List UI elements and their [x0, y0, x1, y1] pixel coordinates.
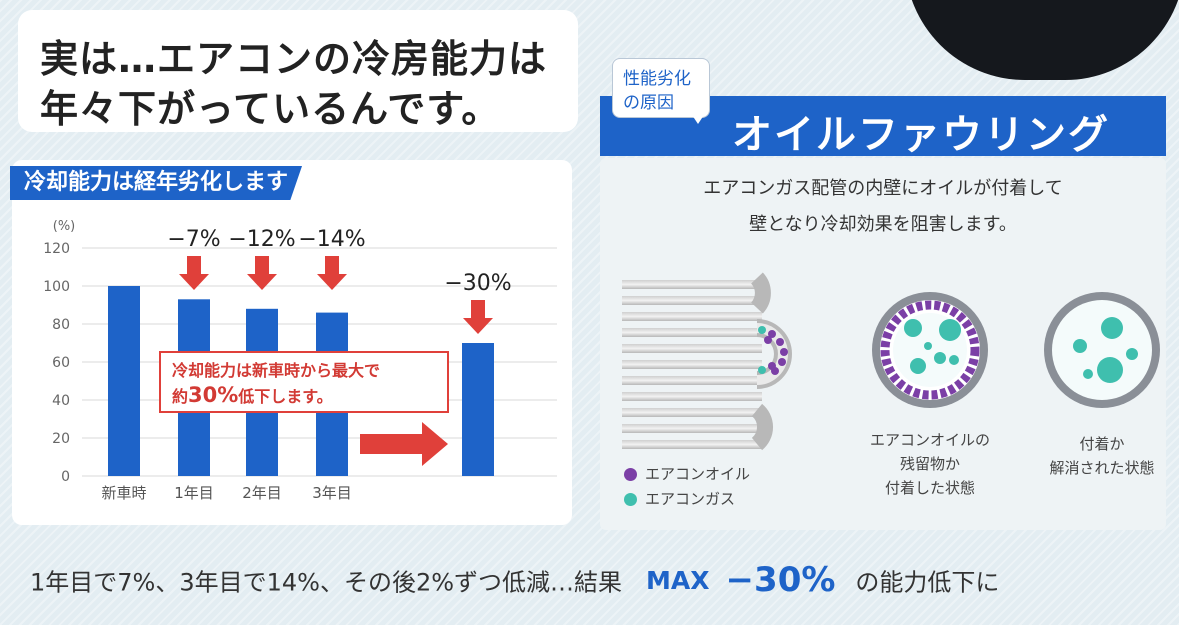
oil-particle [764, 336, 772, 344]
cause-title: オイルファウリング [732, 112, 1110, 158]
cause-description-line-2: 壁となり冷却効果を阻害します。 [749, 214, 1017, 235]
cause-bubble-line-1: 性能劣化 [623, 69, 691, 89]
x-tick-label: 1年目 [174, 484, 214, 502]
footer-text: 1年目で7%、3年目で14%、その後2%ずつ低減…結果 [30, 568, 623, 597]
down-arrow-icon [247, 256, 277, 290]
down-arrow-icon [463, 300, 493, 334]
oil-dot-icon [624, 468, 637, 481]
drop-label: −14% [298, 227, 365, 252]
bar [108, 286, 140, 476]
y-tick-label: 80 [52, 317, 70, 333]
bar [462, 343, 494, 476]
y-tick-label: 40 [52, 393, 70, 409]
cause-description-line-1: エアコンガス配管の内壁にオイルが付着して [703, 178, 1063, 199]
pipe-tube [622, 360, 762, 369]
y-tick-label: 100 [43, 279, 70, 295]
pipe-tube [622, 312, 762, 321]
chart-title: 冷却能力は経年劣化します [10, 166, 303, 200]
callout-line-2: 約30%低下します。 [172, 383, 333, 407]
footer-percent: −30% [725, 560, 836, 600]
right-arrow-icon [360, 422, 448, 466]
bubble-tail [690, 112, 706, 124]
drop-label: −7% [167, 227, 220, 252]
headline-line-1: 実は…エアコンの冷房能力は [40, 37, 548, 81]
pipe-tube [622, 376, 762, 385]
pipe-tube [622, 408, 762, 417]
down-arrow-icon [179, 256, 209, 290]
footer-summary: 1年目で7%、3年目で14%、その後2%ずつ低減…結果 MAX −30% の能力低下に [30, 560, 999, 600]
oil-particle [776, 338, 784, 346]
y-tick-label: 120 [43, 241, 70, 257]
pipe-tube [622, 296, 762, 305]
fouled-caption: エアコンオイルの 残留物か 付着した状態 [869, 431, 990, 497]
legend-gas: エアコンガス [624, 488, 735, 509]
cause-bubble: 性能劣化 の原因 [612, 58, 710, 118]
pipe-tube [622, 280, 762, 289]
headline-panel: 実は…エアコンの冷房能力は 年々下がっているんです。 [18, 10, 578, 132]
y-axis-unit: (%) [53, 219, 76, 234]
x-tick-label: 3年目 [312, 484, 352, 502]
x-tick-label: 新車時 [101, 484, 146, 502]
pipe-tube [622, 440, 762, 449]
gas-particle [758, 366, 766, 374]
pipe-illustration [622, 272, 792, 451]
gas-dot-icon [624, 493, 637, 506]
oil-particle [778, 358, 786, 366]
y-tick-label: 0 [61, 469, 70, 485]
footer-tail: の能力低下に [855, 568, 1000, 597]
down-arrow-icon [317, 256, 347, 290]
pipe-tube [622, 344, 762, 353]
pipe-tube [622, 328, 762, 337]
fouled-pipe-cross-section [872, 292, 988, 408]
cause-bubble-line-2: の原因 [623, 93, 674, 113]
footer-max: MAX [646, 565, 710, 595]
x-tick-label: 2年目 [242, 484, 282, 502]
headline-line-2: 年々下がっているんです。 [40, 87, 501, 131]
clean-pipe-cross-section [1044, 292, 1160, 408]
drop-labels: −7% −12% −14% −30% [167, 227, 511, 296]
clean-caption: 付着か 解消された状態 [1049, 435, 1155, 477]
drop-label: −12% [228, 227, 295, 252]
oil-particle [768, 330, 776, 338]
callout-box [159, 351, 449, 413]
y-tick-labels: 0 20 40 60 80 100 120 (%) [43, 219, 75, 485]
oil-particle [780, 348, 788, 356]
drop-arrows [179, 256, 493, 466]
legend-oil: エアコンオイル [624, 463, 750, 484]
x-tick-labels: 新車時 1年目 2年目 3年目 [101, 484, 351, 502]
y-tick-label: 60 [52, 355, 70, 371]
gas-particle [758, 326, 766, 334]
callout-line-1: 冷却能力は新車時から最大で [172, 361, 380, 380]
oil-particle [768, 362, 776, 370]
pipe-tube [622, 424, 762, 433]
pipe-tube [622, 392, 762, 401]
drop-label: −30% [444, 271, 511, 296]
y-tick-label: 20 [52, 431, 70, 447]
